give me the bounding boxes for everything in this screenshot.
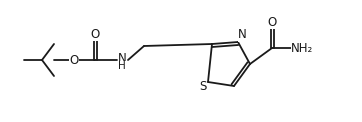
Text: O: O [90,27,100,41]
Text: N: N [118,52,126,66]
Text: S: S [199,81,207,93]
Text: O: O [268,15,277,29]
Text: N: N [237,29,247,41]
Text: O: O [70,54,79,66]
Text: NH₂: NH₂ [291,41,313,55]
Text: H: H [118,61,126,71]
